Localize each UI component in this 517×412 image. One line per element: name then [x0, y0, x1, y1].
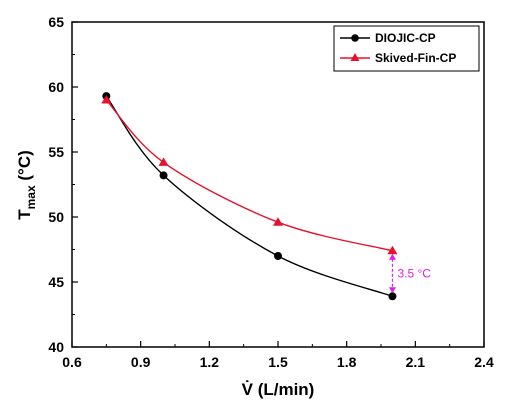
series-layer: [101, 92, 398, 301]
y-axis-ticks: 40 45 50 55 60 65: [48, 14, 78, 355]
data-point-circle: [159, 171, 168, 180]
y-tick-label: 60: [48, 79, 64, 95]
data-point-circle: [388, 292, 397, 301]
x-axis-label: V̇ (L/min): [242, 380, 315, 399]
x-tick-label: 1.8: [337, 354, 357, 370]
series-line-skived: [105, 99, 393, 252]
legend-marker-skived: [350, 53, 360, 61]
x-tick-label: 2.1: [406, 354, 426, 370]
y-axis-label-subscript: max: [24, 185, 38, 209]
y-tick-label: 50: [48, 209, 64, 225]
y-tick-label: 55: [48, 144, 64, 160]
x-axis-ticks: 0.6 0.9 1.2 1.5 1.8 2.1 2.4: [62, 341, 494, 370]
x-tick-label: 0.6: [62, 354, 82, 370]
x-tick-label: 1.5: [268, 354, 288, 370]
data-point-triangle: [101, 95, 112, 104]
annotation-label: 3.5 °C: [397, 267, 431, 281]
data-point-triangle: [387, 245, 398, 255]
x-tick-label: 0.9: [131, 354, 151, 370]
y-tick-label: 45: [48, 274, 64, 290]
annotation-arrow-down: [388, 287, 396, 294]
annotation: 3.5 °C: [388, 253, 431, 294]
legend-marker-diojic: [351, 34, 359, 42]
data-point-triangle: [158, 157, 169, 166]
series-line-diojic: [105, 95, 393, 297]
legend: DIOJIC-CP Skived-Fin-CP: [333, 25, 480, 72]
legend-label-diojic: DIOJIC-CP: [375, 31, 436, 45]
legend-label-skived: Skived-Fin-CP: [375, 51, 456, 65]
x-tick-label: 1.2: [200, 354, 220, 370]
x-tick-label: 2.4: [474, 354, 494, 370]
plot-area: [71, 21, 485, 348]
legend-box: [333, 25, 480, 72]
data-point-circle: [274, 252, 282, 260]
y-tick-label: 65: [48, 14, 64, 30]
annotation-arrow-up: [388, 253, 396, 260]
y-tick-label: 40: [48, 339, 64, 355]
data-point-triangle: [273, 217, 283, 226]
y-axis-label: Tmax (°C): [15, 150, 38, 220]
